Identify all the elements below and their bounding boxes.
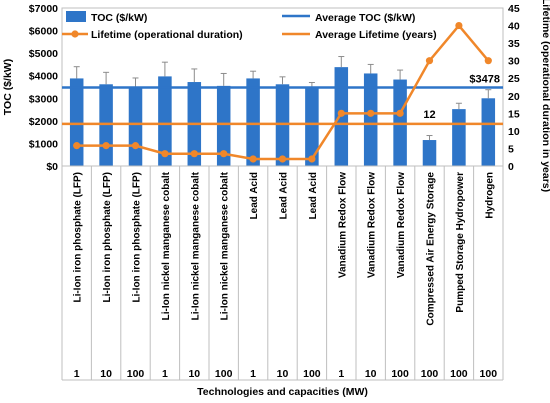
y2-tick-label: 10 (508, 126, 520, 138)
toc-bar (275, 84, 290, 166)
toc-bar (452, 109, 466, 166)
toc-bar (305, 87, 319, 166)
y2-tick-label: 45 (508, 3, 520, 15)
capacity-label: 100 (303, 368, 321, 380)
lifetime-point (73, 142, 81, 150)
category-label: Lead Acid (249, 172, 260, 219)
capacity-label: 100 (215, 368, 233, 380)
toc-bar (481, 98, 496, 166)
lifetime-point (367, 109, 375, 117)
y-tick-label: $7000 (29, 3, 58, 15)
y2-tick-label: 15 (508, 108, 520, 120)
category-label: Compressed Air Energy Storage (426, 172, 437, 326)
y-tick-label: $1000 (29, 138, 58, 150)
lifetime-point (102, 142, 110, 150)
y2-tick-label: 25 (508, 73, 520, 85)
category-label: Vanadium Redox Flow (337, 172, 348, 278)
capacity-label: 10 (188, 368, 200, 380)
lifetime-point (131, 142, 140, 150)
capacity-label: 100 (391, 368, 409, 380)
capacity-label: 1 (162, 368, 168, 380)
category-label: Vanadium Redox Flow (396, 172, 407, 278)
legend-toc-swatch (66, 11, 86, 22)
category-label: Li-Ion nickel manganese cobalt (161, 171, 172, 320)
capacity-label: 1 (338, 368, 344, 380)
category-label: Hydrogen (484, 172, 495, 219)
y-tick-label: $6000 (29, 26, 58, 38)
legend-average-toc-label: Average TOC ($/kW) (315, 12, 415, 24)
capacity-label: 10 (365, 368, 377, 380)
lifetime-point (455, 21, 463, 30)
category-label: Lead Acid (279, 172, 290, 219)
category-label: Lead Acid (308, 172, 319, 219)
legend-lifetime-marker (71, 30, 79, 38)
y-axis-title: TOC ($/kW) (2, 59, 14, 115)
y2-tick-label: 40 (508, 21, 520, 33)
legend-average-lifetime-label: Average Lifetime (years) (315, 29, 437, 41)
capacity-label: 10 (100, 368, 112, 380)
lifetime-point (161, 150, 169, 158)
y2-axis-title: Lifetime (operational duration in years) (540, 0, 550, 192)
y-tick-label: $0 (46, 161, 58, 173)
lifetime-point (337, 109, 345, 117)
capacity-label: 100 (450, 368, 468, 380)
category-label: Li-Ion iron phosphate (LFP) (132, 172, 143, 303)
capacity-label: 100 (480, 368, 498, 380)
legend-toc-label: TOC ($/kW) (91, 12, 147, 24)
y-tick-label: $3000 (29, 93, 58, 105)
toc-bar (99, 84, 113, 166)
lifetime-point (425, 57, 434, 65)
toc-bar (363, 73, 378, 166)
toc-bar (158, 76, 172, 166)
lifetime-point (484, 57, 492, 65)
lifetime-point (220, 150, 228, 158)
y2-tick-label: 35 (508, 38, 520, 50)
y-tick-label: $5000 (29, 48, 58, 60)
y-tick-label: $4000 (29, 71, 58, 83)
lifetime-point (396, 109, 404, 117)
toc-bar (246, 78, 260, 166)
lifetime-point (308, 155, 316, 163)
category-label: Li-Ion iron phosphate (LFP) (73, 172, 84, 303)
y2-tick-label: 20 (508, 91, 520, 103)
lifetime-point (190, 150, 198, 158)
y-tick-label: $2000 (29, 116, 58, 128)
capacity-label: 100 (127, 368, 145, 380)
toc-bar (422, 140, 437, 166)
capacity-label: 100 (421, 368, 439, 380)
capacity-label: 1 (74, 368, 80, 380)
category-label: Li-Ion nickel manganese cobalt (190, 171, 201, 320)
average-lifetime-annotation: 12 (423, 109, 435, 121)
legend-lifetime-label: Lifetime (operational duration) (91, 29, 243, 41)
capacity-label: 1 (250, 368, 256, 380)
x-axis-title: Technologies and capacities (MW) (197, 386, 368, 398)
lifetime-point (278, 155, 287, 163)
average-toc-annotation: $3478 (469, 73, 500, 85)
y2-tick-label: 30 (508, 56, 520, 68)
category-label: Li-Ion iron phosphate (LFP) (102, 172, 113, 303)
toc-bar (69, 78, 84, 166)
toc-bar (128, 87, 143, 166)
category-label: Vanadium Redox Flow (367, 172, 378, 278)
capacity-label: 10 (277, 368, 289, 380)
category-label: Pumped Storage Hydropower (455, 172, 466, 313)
category-label: Li-Ion nickel manganese cobalt (220, 171, 231, 320)
y2-tick-label: 0 (508, 161, 514, 173)
toc-bar (216, 85, 231, 166)
lifetime-point (249, 155, 257, 163)
y2-tick-label: 5 (508, 143, 514, 155)
